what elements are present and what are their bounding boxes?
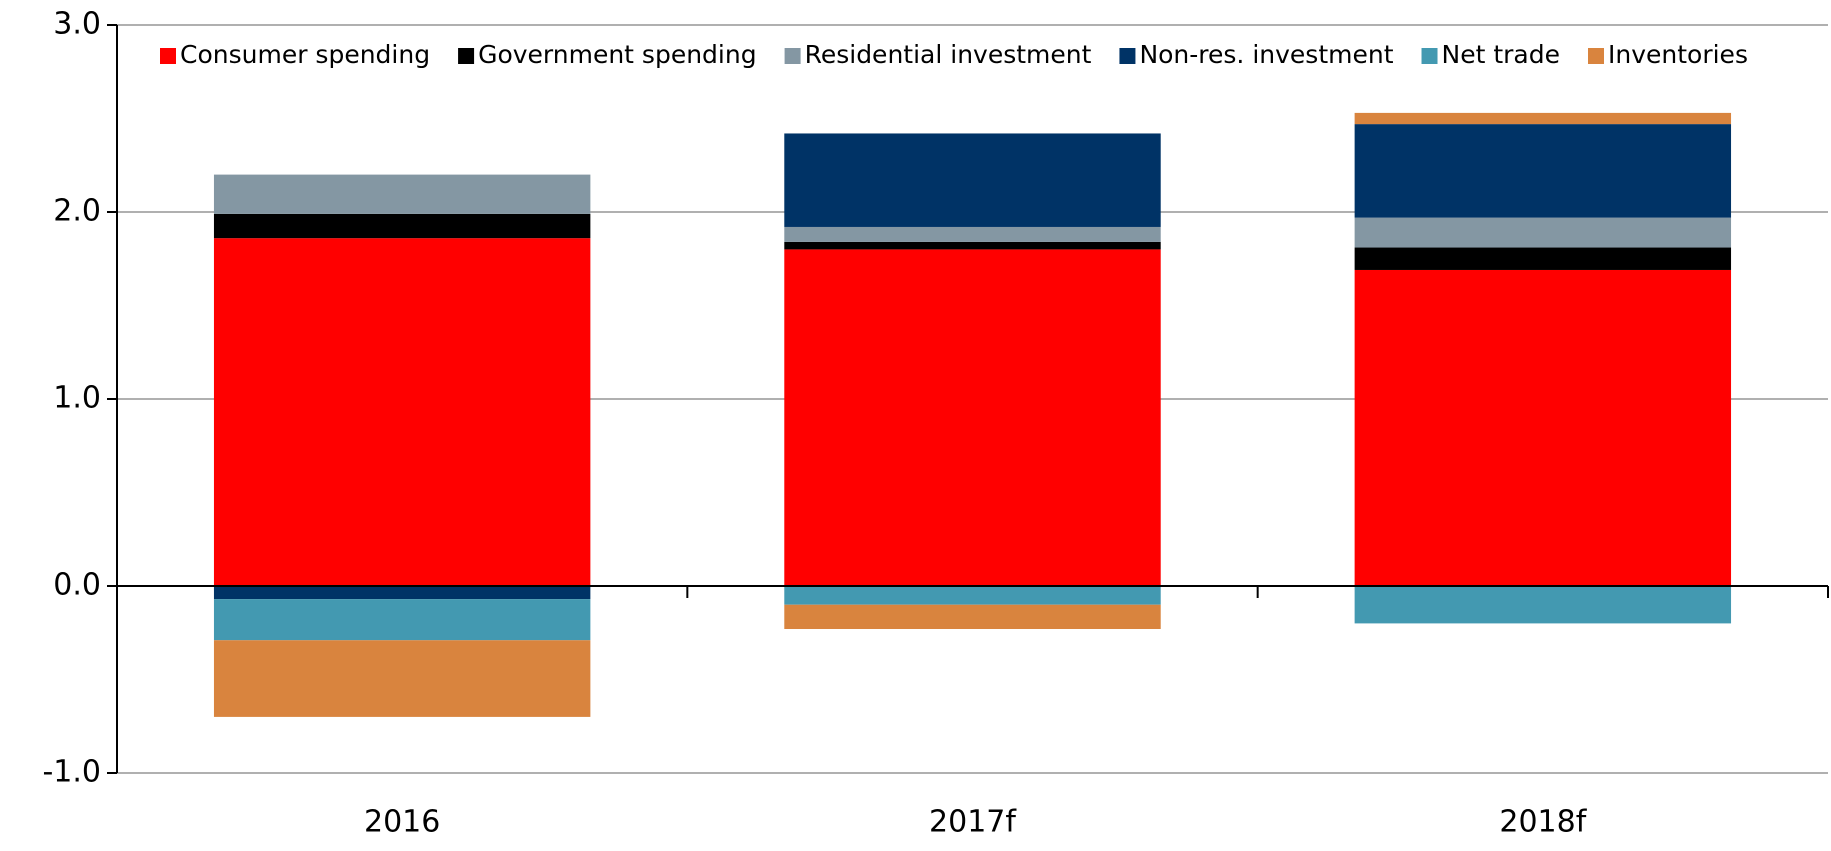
bar-segment (1354, 112, 1732, 125)
x-tick-label: 2016 (364, 805, 440, 840)
legend-label: Residential investment (805, 40, 1092, 69)
legend-label: Non-res. investment (1139, 40, 1393, 69)
legend-swatch (1421, 48, 1438, 64)
bar-segment (213, 586, 591, 600)
y-tick-label: 0.0 (53, 568, 101, 603)
bar-segment (1354, 217, 1732, 248)
bar-segment (213, 599, 591, 641)
legend-swatch (160, 48, 176, 64)
legend-swatch (784, 48, 801, 64)
bar-segment (784, 586, 1161, 605)
bar-segment (784, 604, 1161, 630)
legend-swatch (1588, 48, 1604, 64)
y-tick-label: -1.0 (42, 755, 101, 790)
legend-label: Government spending (478, 40, 757, 69)
bar-segment (784, 249, 1161, 586)
x-tick-label: 2018f (1499, 805, 1587, 840)
y-tick-label: 1.0 (53, 381, 101, 416)
y-tick-label: 3.0 (53, 7, 101, 42)
bar-segment (213, 174, 591, 214)
y-tick-label: 2.0 (53, 194, 101, 229)
bar-segment (1354, 586, 1732, 624)
legend-label: Inventories (1608, 40, 1748, 69)
legend-label: Net trade (1442, 40, 1560, 69)
bar-segment (784, 226, 1161, 242)
bar-segment (1354, 124, 1732, 218)
bar-segment (784, 241, 1161, 250)
x-tick-label: 2017f (929, 805, 1017, 840)
bar-segment (213, 213, 591, 239)
legend-swatch (1119, 48, 1136, 64)
legend-swatch (458, 48, 475, 64)
bar-segment (784, 133, 1161, 227)
legend-label: Consumer spending (180, 40, 430, 69)
bar-segment (1354, 247, 1732, 270)
bar-segment (213, 238, 591, 586)
bar-segment (1354, 269, 1732, 586)
bar-segment (213, 640, 591, 717)
